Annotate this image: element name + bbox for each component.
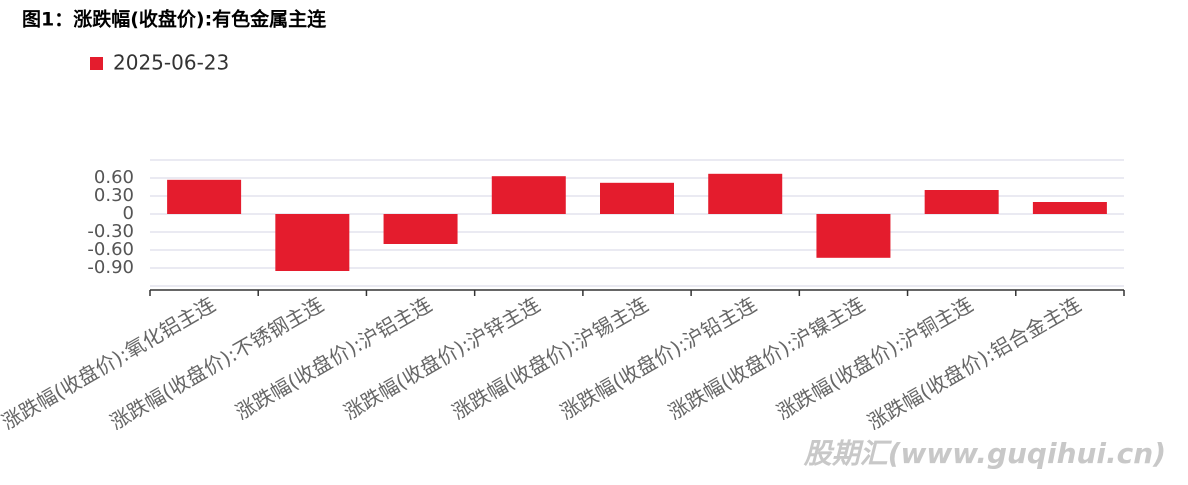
y-tick-label: -0.30 [87, 221, 134, 242]
bar [924, 190, 999, 214]
x-tick-label: 涨跌幅(收盘价):沪锡主连 [448, 292, 653, 424]
x-tick-label: 涨跌幅(收盘价):沪铝主连 [231, 292, 436, 424]
bar [1032, 202, 1107, 214]
bar [383, 214, 458, 244]
watermark: 股期汇(www.guqihui.cn) [803, 437, 1166, 470]
legend-swatch [90, 57, 103, 70]
y-tick-label: 0.30 [94, 185, 134, 206]
bar [167, 179, 242, 214]
y-tick-label: -0.90 [87, 257, 134, 278]
bar [600, 182, 674, 214]
bar [491, 176, 566, 214]
bar [816, 214, 891, 258]
bar [708, 173, 783, 214]
bar [275, 214, 350, 271]
y-tick-label: 0 [123, 203, 134, 224]
chart-title: 图1：涨跌幅(收盘价):有色金属主连 [22, 8, 327, 31]
x-tick-label: 涨跌幅(收盘价):沪铅主连 [556, 292, 761, 424]
x-tick-label: 涨跌幅(收盘价):沪铜主连 [772, 292, 977, 424]
y-tick-label: -0.60 [87, 239, 134, 260]
y-tick-label: 0.60 [94, 167, 134, 188]
x-tick-label: 涨跌幅(收盘价):沪锌主连 [339, 292, 544, 424]
legend-label: 2025-06-23 [113, 51, 229, 75]
x-tick-label: 涨跌幅(收盘价):沪镍主连 [664, 292, 869, 424]
